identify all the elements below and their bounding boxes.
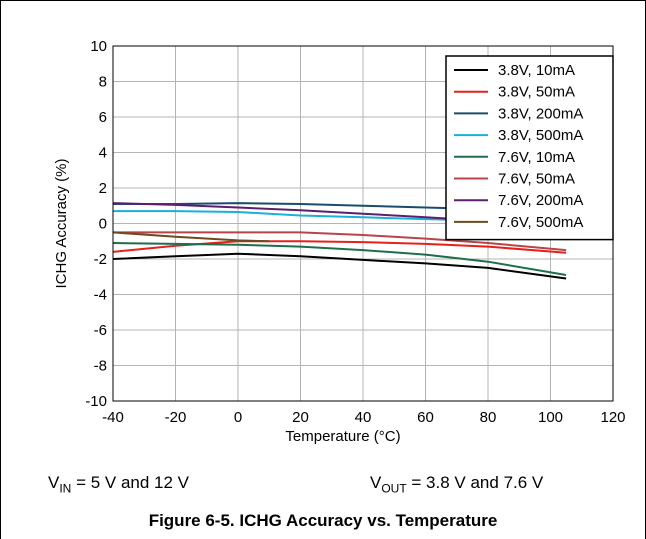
- y-tick-label: -8: [94, 358, 107, 375]
- legend-label: 3.8V, 50mA: [498, 84, 575, 101]
- y-tick-label: -10: [85, 393, 107, 410]
- y-tick-label: -6: [94, 322, 107, 339]
- line-chart: -40 -20 0 20 40 60 80 100 120-10-8-6-4-20246810T…: [53, 38, 626, 445]
- series-line-5: [112, 242, 567, 276]
- series-line-1: [112, 252, 567, 280]
- legend-label: 3.8V, 500mA: [498, 127, 583, 144]
- vin-condition: VIN = 5 V and 12 V: [48, 473, 189, 495]
- y-tick-label: 4: [99, 145, 107, 162]
- y-tick-label: 0: [99, 216, 107, 233]
- legend-label: 7.6V, 200mA: [498, 192, 583, 209]
- vin-subscript: IN: [59, 481, 72, 496]
- legend-box: [445, 55, 614, 241]
- series-line-7: [112, 202, 457, 221]
- x-tick-label: -40: [102, 409, 124, 426]
- figure-caption: Figure 6-5. ICHG Accuracy vs. Temperatur…: [148, 511, 498, 530]
- series-line-6: [113, 231, 567, 252]
- series-line-4: [113, 210, 457, 221]
- vin-value: = 5 V and 12 V: [71, 473, 190, 492]
- x-tick-label: 40: [355, 409, 372, 426]
- legend-label: 3.8V, 200mA: [498, 105, 583, 122]
- y-tick-label: 2: [99, 180, 107, 197]
- x-tick-label: -20: [165, 409, 187, 426]
- vin-symbol: V: [48, 473, 60, 492]
- y-tick-label: -2: [94, 251, 107, 268]
- x-tick-label: 0: [234, 409, 242, 426]
- legend-label: 7.6V, 500mA: [498, 214, 583, 231]
- legend: 3.8V, 10mA 3.8V, 50mA 3.8V, 200mA 3.8V, 500…: [445, 55, 614, 241]
- legend-label: 7.6V, 10mA: [498, 149, 575, 166]
- y-tick-label: 8: [99, 74, 107, 91]
- vout-symbol: V: [370, 473, 382, 492]
- series-line-8: [112, 231, 270, 243]
- y-tick-label: -4: [94, 287, 107, 304]
- y-tick-label: 6: [99, 109, 107, 126]
- x-axis-label: Temperature (°C): [285, 428, 400, 445]
- legend-label: 3.8V, 10mA: [498, 62, 575, 79]
- x-tick-label: 60: [417, 409, 434, 426]
- vout-condition: VOUT = 3.8 V and 7.6 V: [370, 473, 543, 495]
- legend-label: 7.6V, 50mA: [498, 171, 575, 188]
- x-tick-label: 80: [480, 409, 497, 426]
- x-tick-label: 120: [600, 409, 625, 426]
- x-tick-label: 20: [292, 409, 309, 426]
- y-axis-label: ICHG Accuracy (%): [53, 158, 70, 288]
- vout-value: = 3.8 V and 7.6 V: [406, 473, 544, 492]
- x-tick-label: 100: [538, 409, 563, 426]
- vout-subscript: OUT: [381, 481, 407, 496]
- y-tick-label: 10: [90, 38, 107, 55]
